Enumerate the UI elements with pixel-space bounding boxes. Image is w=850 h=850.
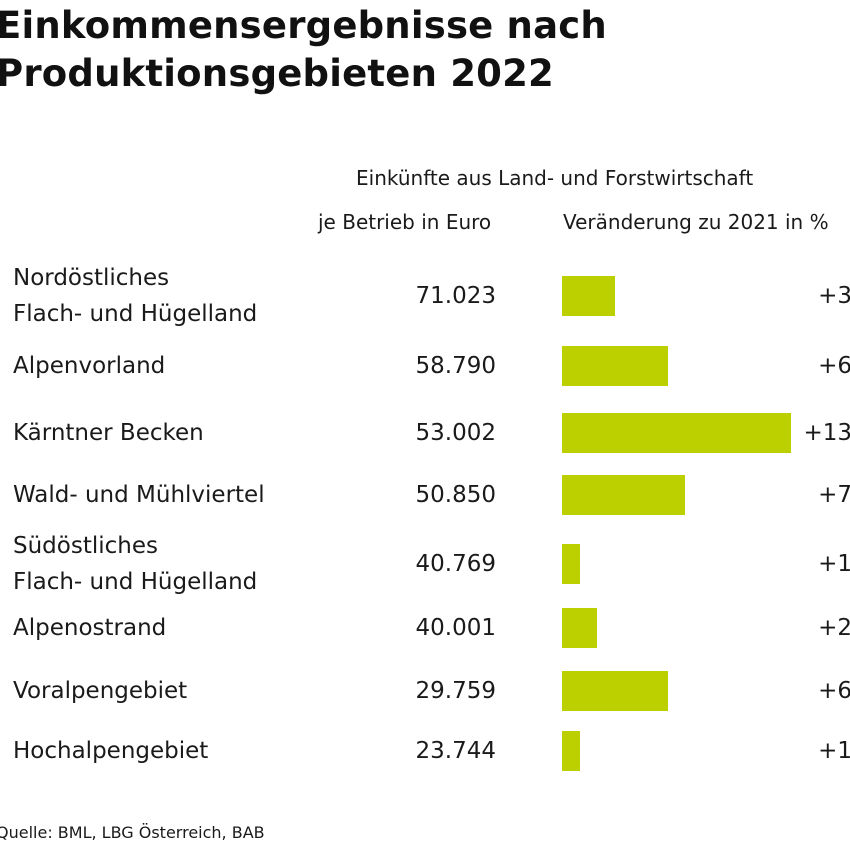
change-value-label: +3	[818, 283, 850, 309]
change-bar	[562, 731, 580, 771]
column-group-header: Einkünfte aus Land- und Forstwirtschaft	[356, 166, 754, 190]
change-bar	[562, 346, 668, 386]
region-label: Alpenostrand	[13, 610, 166, 646]
change-value-label: +1	[818, 738, 850, 764]
region-label-line: Südöstliches	[13, 533, 158, 559]
region-label-line: Hochalpengebiet	[13, 738, 209, 764]
change-bar	[562, 608, 597, 648]
region-label-line: Voralpengebiet	[13, 678, 188, 704]
change-bar	[562, 671, 668, 711]
change-bar	[562, 475, 685, 515]
region-label: Kärntner Becken	[13, 415, 204, 451]
change-column-header: Veränderung zu 2021 in %	[563, 210, 829, 234]
income-column-header: je Betrieb in Euro	[318, 210, 492, 234]
region-label-line: Nordöstliches	[13, 265, 170, 291]
region-label: Südöstliches Flach- und Hügelland	[13, 528, 257, 600]
region-label-line: Alpenostrand	[13, 615, 167, 641]
region-label-line: Kärntner Becken	[13, 420, 204, 446]
income-value: 71.023	[415, 283, 496, 309]
region-label-line: Flach- und Hügelland	[13, 301, 258, 327]
change-value-label: +13	[803, 420, 850, 446]
chart-title-line-1: Einkommensergebnisse nach	[0, 4, 607, 47]
region-label-line: Alpenvorland	[13, 353, 166, 379]
region-label: Nordöstliches Flach- und Hügelland	[13, 260, 257, 332]
change-value-label: +6	[818, 678, 850, 704]
income-value: 58.790	[415, 353, 496, 379]
change-value-label: +1	[818, 551, 850, 577]
region-label: Hochalpengebiet	[13, 733, 208, 769]
change-value-label: +7	[818, 482, 850, 508]
income-value: 50.850	[415, 482, 496, 508]
region-label-line: Flach- und Hügelland	[13, 569, 258, 595]
chart-title-line-2: Produktionsgebieten 2022	[0, 52, 554, 95]
income-value: 53.002	[415, 420, 496, 446]
source-note: Quelle: BML, LBG Österreich, BAB	[0, 823, 265, 842]
region-label-line: Wald- und Mühlviertel	[13, 482, 265, 508]
change-bar	[562, 276, 615, 316]
income-value: 40.769	[415, 551, 496, 577]
change-value-label: +2	[818, 615, 850, 641]
change-bar	[562, 544, 580, 584]
change-bar	[562, 413, 791, 453]
income-value: 40.001	[415, 615, 496, 641]
chart-title: Einkommensergebnisse nach Produktionsgeb…	[0, 2, 607, 98]
income-value: 23.744	[415, 738, 496, 764]
region-label: Alpenvorland	[13, 348, 165, 384]
region-label: Voralpengebiet	[13, 673, 187, 709]
region-label: Wald- und Mühlviertel	[13, 477, 265, 513]
change-value-label: +6	[818, 353, 850, 379]
income-value: 29.759	[415, 678, 496, 704]
